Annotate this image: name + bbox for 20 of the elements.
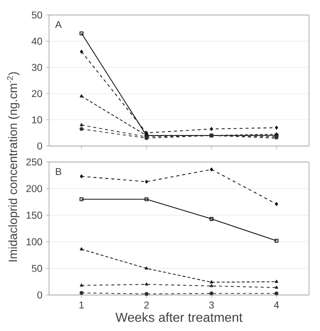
y-tick-label: 20 xyxy=(32,90,42,98)
y-tick-label: 200 xyxy=(26,185,42,192)
x-tick-label: 3 xyxy=(209,302,214,309)
y-tick-label: 150 xyxy=(26,212,42,219)
y-tick-label: 10 xyxy=(32,116,42,124)
y-tick-label: 0 xyxy=(37,142,42,150)
y-tick-label: 40 xyxy=(32,38,42,45)
y-axis-title: Imidacloprid concentration (ng.cm$^{-2}$) xyxy=(7,72,20,262)
y-tick-label: 250 xyxy=(26,158,42,166)
y-tick-label: 50 xyxy=(32,11,42,19)
x-tick-label: 4 xyxy=(274,302,279,308)
y-tick-label: 50 xyxy=(32,264,42,272)
y-tick-label: 30 xyxy=(32,64,42,71)
annotation: A xyxy=(55,21,62,28)
annotation: B xyxy=(56,168,62,176)
x-axis-title: Weeks after treatment xyxy=(115,312,242,322)
x-tick-label: 2 xyxy=(144,302,149,308)
y-tick-label: 0 xyxy=(37,291,42,299)
y-tick-label: 100 xyxy=(26,238,42,246)
x-tick-label: 1 xyxy=(79,302,84,308)
